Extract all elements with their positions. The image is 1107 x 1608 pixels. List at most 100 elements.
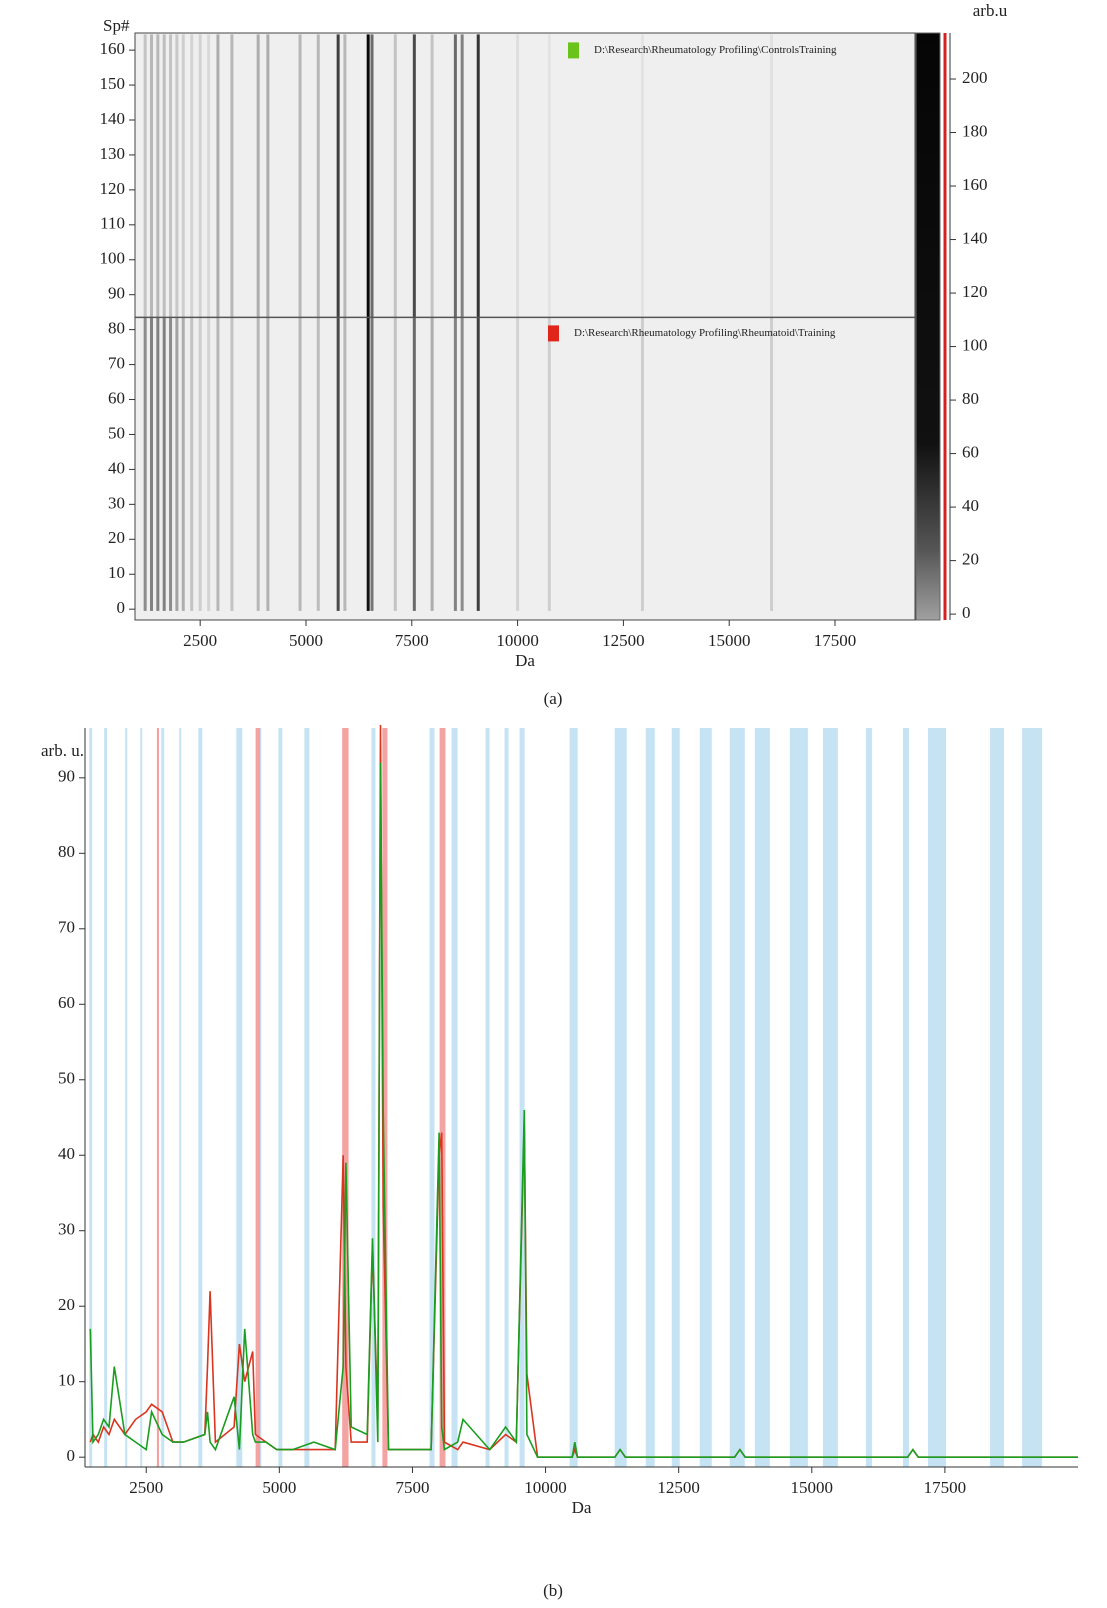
band [266, 34, 270, 318]
band [198, 317, 202, 611]
y-axis-label: Sp# [103, 16, 130, 35]
band [150, 317, 154, 611]
highlight-region [439, 728, 446, 1467]
highlight-region [928, 728, 947, 1467]
y-tick-label: 150 [100, 74, 126, 93]
band [336, 317, 340, 611]
band [143, 317, 147, 611]
x-tick-label: 10000 [524, 1478, 567, 1497]
band [181, 34, 185, 318]
band [516, 34, 520, 318]
highlight-region [382, 728, 388, 1467]
y-tick-label: 120 [100, 179, 126, 198]
band [430, 317, 434, 611]
highlight-region [485, 728, 490, 1467]
y-tick-label: 100 [100, 249, 126, 268]
highlight-region [451, 728, 458, 1467]
colorbar-tick-label: 0 [962, 603, 971, 622]
y-tick-label: 0 [67, 1446, 76, 1465]
highlight-region [429, 728, 435, 1467]
highlight-region [519, 728, 525, 1467]
y-tick-label: 0 [117, 598, 126, 617]
x-tick-label: 7500 [395, 1478, 429, 1497]
highlight-region [902, 728, 910, 1467]
highlight-region [371, 728, 376, 1467]
band [640, 34, 644, 318]
highlight-region [822, 728, 838, 1467]
x-tick-label: 5000 [289, 631, 323, 650]
band [190, 34, 194, 318]
band [412, 34, 416, 318]
colorbar-tick-label: 180 [962, 121, 988, 140]
y-tick-label: 90 [58, 767, 75, 786]
band [207, 34, 211, 318]
colorbar-tick-label: 100 [962, 335, 988, 354]
y-axis-label: arb. u. [41, 741, 84, 760]
highlight-region [1022, 728, 1043, 1467]
band [156, 34, 160, 318]
highlight-region [645, 728, 655, 1467]
y-tick-label: 70 [108, 353, 125, 372]
band [412, 317, 416, 611]
y-tick-label: 30 [108, 493, 125, 512]
highlight-region [990, 728, 1005, 1467]
x-tick-label: 2500 [129, 1478, 163, 1497]
colorbar-tick-label: 200 [962, 68, 988, 87]
x-tick-label: 17500 [814, 631, 857, 650]
highlight-region [504, 728, 509, 1467]
band [156, 317, 160, 611]
band [460, 34, 464, 318]
band [366, 34, 370, 318]
x-tick-label: 10000 [496, 631, 539, 650]
band [216, 34, 220, 318]
colorbar-tick-label: 60 [962, 442, 979, 461]
band [770, 34, 774, 318]
legend-swatch [568, 42, 579, 59]
band [216, 317, 220, 611]
highlight-region [699, 728, 712, 1467]
highlight-region [161, 728, 165, 1467]
highlight-region [198, 728, 203, 1467]
band [316, 34, 320, 318]
band [230, 34, 234, 318]
colorbar-label: arb.u [973, 1, 1008, 20]
band [393, 34, 397, 318]
band [516, 317, 520, 611]
y-tick-label: 50 [108, 423, 125, 442]
band [298, 317, 302, 611]
colorbar-tick-label: 20 [962, 550, 979, 569]
colorbar-tick-label: 80 [962, 389, 979, 408]
y-tick-label: 40 [108, 458, 125, 477]
band [298, 34, 302, 318]
y-tick-label: 80 [108, 319, 125, 338]
band [162, 34, 166, 318]
x-tick-label: 15000 [791, 1478, 834, 1497]
band [175, 34, 179, 318]
colorbar-tick-label: 140 [962, 228, 988, 247]
band [198, 34, 202, 318]
caption: (b) [543, 1581, 563, 1600]
band [547, 317, 551, 611]
band [162, 317, 166, 611]
highlight-region [140, 728, 143, 1467]
x-tick-label: 12500 [602, 631, 645, 650]
highlight-region [156, 728, 160, 1467]
x-tick-label: 5000 [262, 1478, 296, 1497]
band [336, 34, 340, 318]
legend-label: D:\Research\Rheumatology Profiling\Contr… [594, 44, 837, 56]
band [476, 34, 480, 318]
legend-swatch [548, 325, 559, 342]
y-tick-label: 20 [58, 1295, 75, 1314]
y-tick-label: 90 [108, 284, 125, 303]
x-tick-label: 15000 [708, 631, 751, 650]
band [207, 317, 211, 611]
band [316, 317, 320, 611]
colorbar-tick-label: 120 [962, 282, 988, 301]
y-tick-label: 30 [58, 1220, 75, 1239]
x-tick-label: 12500 [657, 1478, 700, 1497]
highlight-region [179, 728, 182, 1467]
highlight-region [236, 728, 243, 1467]
x-tick-label: 7500 [395, 631, 429, 650]
band [453, 34, 457, 318]
colorbar [915, 32, 941, 621]
